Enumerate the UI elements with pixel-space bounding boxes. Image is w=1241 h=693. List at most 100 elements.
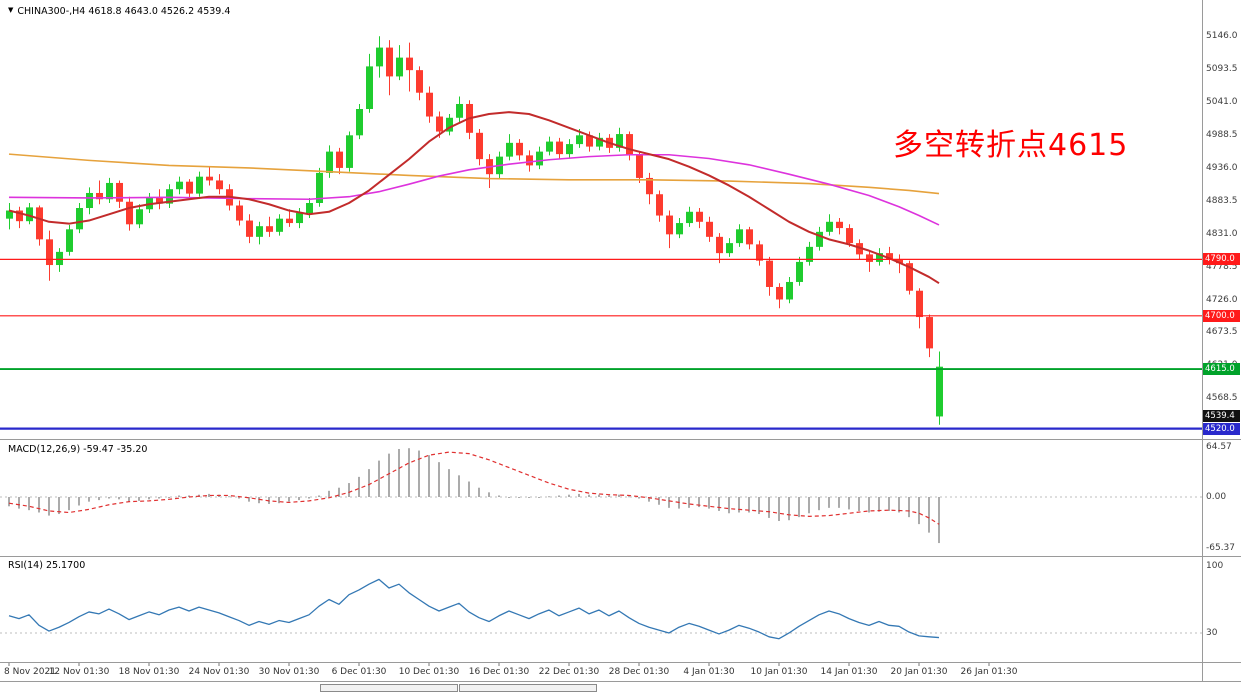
- candle-body: [916, 290, 923, 318]
- scrollbar-segment-1[interactable]: [320, 684, 458, 692]
- macd-bar: [668, 497, 670, 508]
- macd-bar: [898, 497, 900, 513]
- candle-body: [316, 172, 323, 203]
- macd-bar: [488, 492, 490, 497]
- rsi-indicator-label: RSI(14) 25.1700: [8, 560, 86, 571]
- macd-bar: [938, 497, 940, 544]
- candle-body: [936, 366, 943, 417]
- macd-bar: [658, 497, 660, 505]
- candle-body: [386, 47, 393, 77]
- macd-bar: [608, 495, 610, 497]
- x-axis-label: 26 Jan 01:30: [960, 667, 1018, 677]
- macd-bar: [448, 469, 450, 497]
- macd-bar: [188, 495, 190, 497]
- candle-body: [376, 47, 383, 67]
- y-axis-label: 4936.0: [1206, 162, 1238, 173]
- macd-bar: [388, 453, 390, 497]
- ma-slow-orange: [8, 153, 940, 195]
- macd-bar: [538, 497, 540, 498]
- candle-body: [896, 259, 903, 264]
- candle-body: [766, 260, 773, 287]
- candlestick-series: [6, 36, 943, 425]
- y-axis-label: 5041.0: [1206, 97, 1238, 108]
- x-axis-label: 24 Nov 01:30: [188, 667, 250, 677]
- macd-bar: [548, 496, 550, 498]
- candle-body: [776, 286, 783, 300]
- macd-signal-line: [8, 451, 940, 525]
- candle-body: [746, 229, 753, 245]
- candle-body: [706, 221, 713, 237]
- candle-body: [166, 189, 173, 204]
- macd-bar: [108, 497, 110, 499]
- candle-body: [536, 151, 543, 166]
- price-line-tag-4615.0: 4615.0: [1203, 363, 1240, 376]
- candle-body: [126, 201, 133, 225]
- candle-body: [736, 229, 743, 244]
- macd-histogram: [8, 448, 940, 544]
- candle-body: [596, 137, 603, 147]
- macd-bar: [858, 497, 860, 511]
- candle-body: [76, 208, 83, 230]
- macd-bar: [298, 497, 300, 501]
- macd-bar: [78, 497, 80, 506]
- macd-bar: [928, 497, 930, 533]
- macd-bar: [848, 497, 850, 510]
- collapse-icon[interactable]: ▼: [8, 6, 14, 14]
- price-line-tag-4700.0: 4700.0: [1203, 309, 1240, 322]
- macd-bar: [408, 448, 410, 497]
- candle-body: [256, 226, 263, 237]
- macd-bar: [118, 497, 120, 500]
- candle-body: [436, 116, 443, 132]
- candle-body: [246, 220, 253, 237]
- candle-body: [506, 142, 513, 157]
- macd-bar: [568, 494, 570, 497]
- chart-title: ▼ CHINA300-,H4 4618.8 4643.0 4526.2 4539.…: [8, 6, 230, 17]
- ma-fast-red: [8, 111, 940, 285]
- panel-separator[interactable]: [0, 556, 1241, 557]
- candle-body: [346, 135, 353, 168]
- candle-body: [786, 281, 793, 300]
- macd-bar: [778, 497, 780, 522]
- macd-bar: [8, 497, 10, 507]
- y-axis-label: 4988.5: [1206, 130, 1238, 140]
- candle-body: [716, 236, 723, 254]
- macd-bar: [468, 481, 470, 497]
- candle-body: [106, 182, 113, 200]
- macd-bar: [68, 497, 70, 511]
- x-axis-label: 30 Nov 01:30: [258, 667, 320, 677]
- macd-bar: [618, 494, 620, 497]
- macd-bar: [688, 497, 690, 508]
- x-axis-label: 20 Jan 01:30: [890, 667, 948, 677]
- candle-body: [336, 151, 343, 168]
- candle-body: [526, 155, 533, 166]
- y-axis-label: 4568.5: [1206, 393, 1238, 404]
- candle-body: [476, 132, 483, 160]
- candle-body: [696, 211, 703, 222]
- macd-bar: [128, 497, 130, 502]
- candle-body: [216, 180, 223, 190]
- candle-body: [686, 211, 693, 224]
- macd-bar: [758, 497, 760, 515]
- macd-bar: [38, 497, 40, 513]
- candle-body: [576, 135, 583, 145]
- macd-bar: [648, 497, 650, 502]
- x-axis-label: 22 Dec 01:30: [538, 667, 600, 677]
- macd-bar: [838, 497, 840, 508]
- candle-body: [326, 151, 333, 173]
- panel-separator[interactable]: [0, 439, 1241, 440]
- macd-bar: [728, 497, 730, 514]
- candle-body: [306, 203, 313, 214]
- macd-bar: [518, 497, 520, 498]
- candle-body: [926, 317, 933, 349]
- macd-bar: [428, 455, 430, 497]
- candle-body: [806, 246, 813, 262]
- macd-bar: [718, 497, 720, 511]
- candle-body: [876, 253, 883, 262]
- scrollbar-segment-2[interactable]: [459, 684, 597, 692]
- candle-body: [836, 221, 843, 229]
- macd-bar: [208, 493, 210, 497]
- y-axis-label: 4883.5: [1206, 195, 1238, 206]
- macd-bar: [368, 469, 370, 497]
- candle-body: [6, 210, 13, 219]
